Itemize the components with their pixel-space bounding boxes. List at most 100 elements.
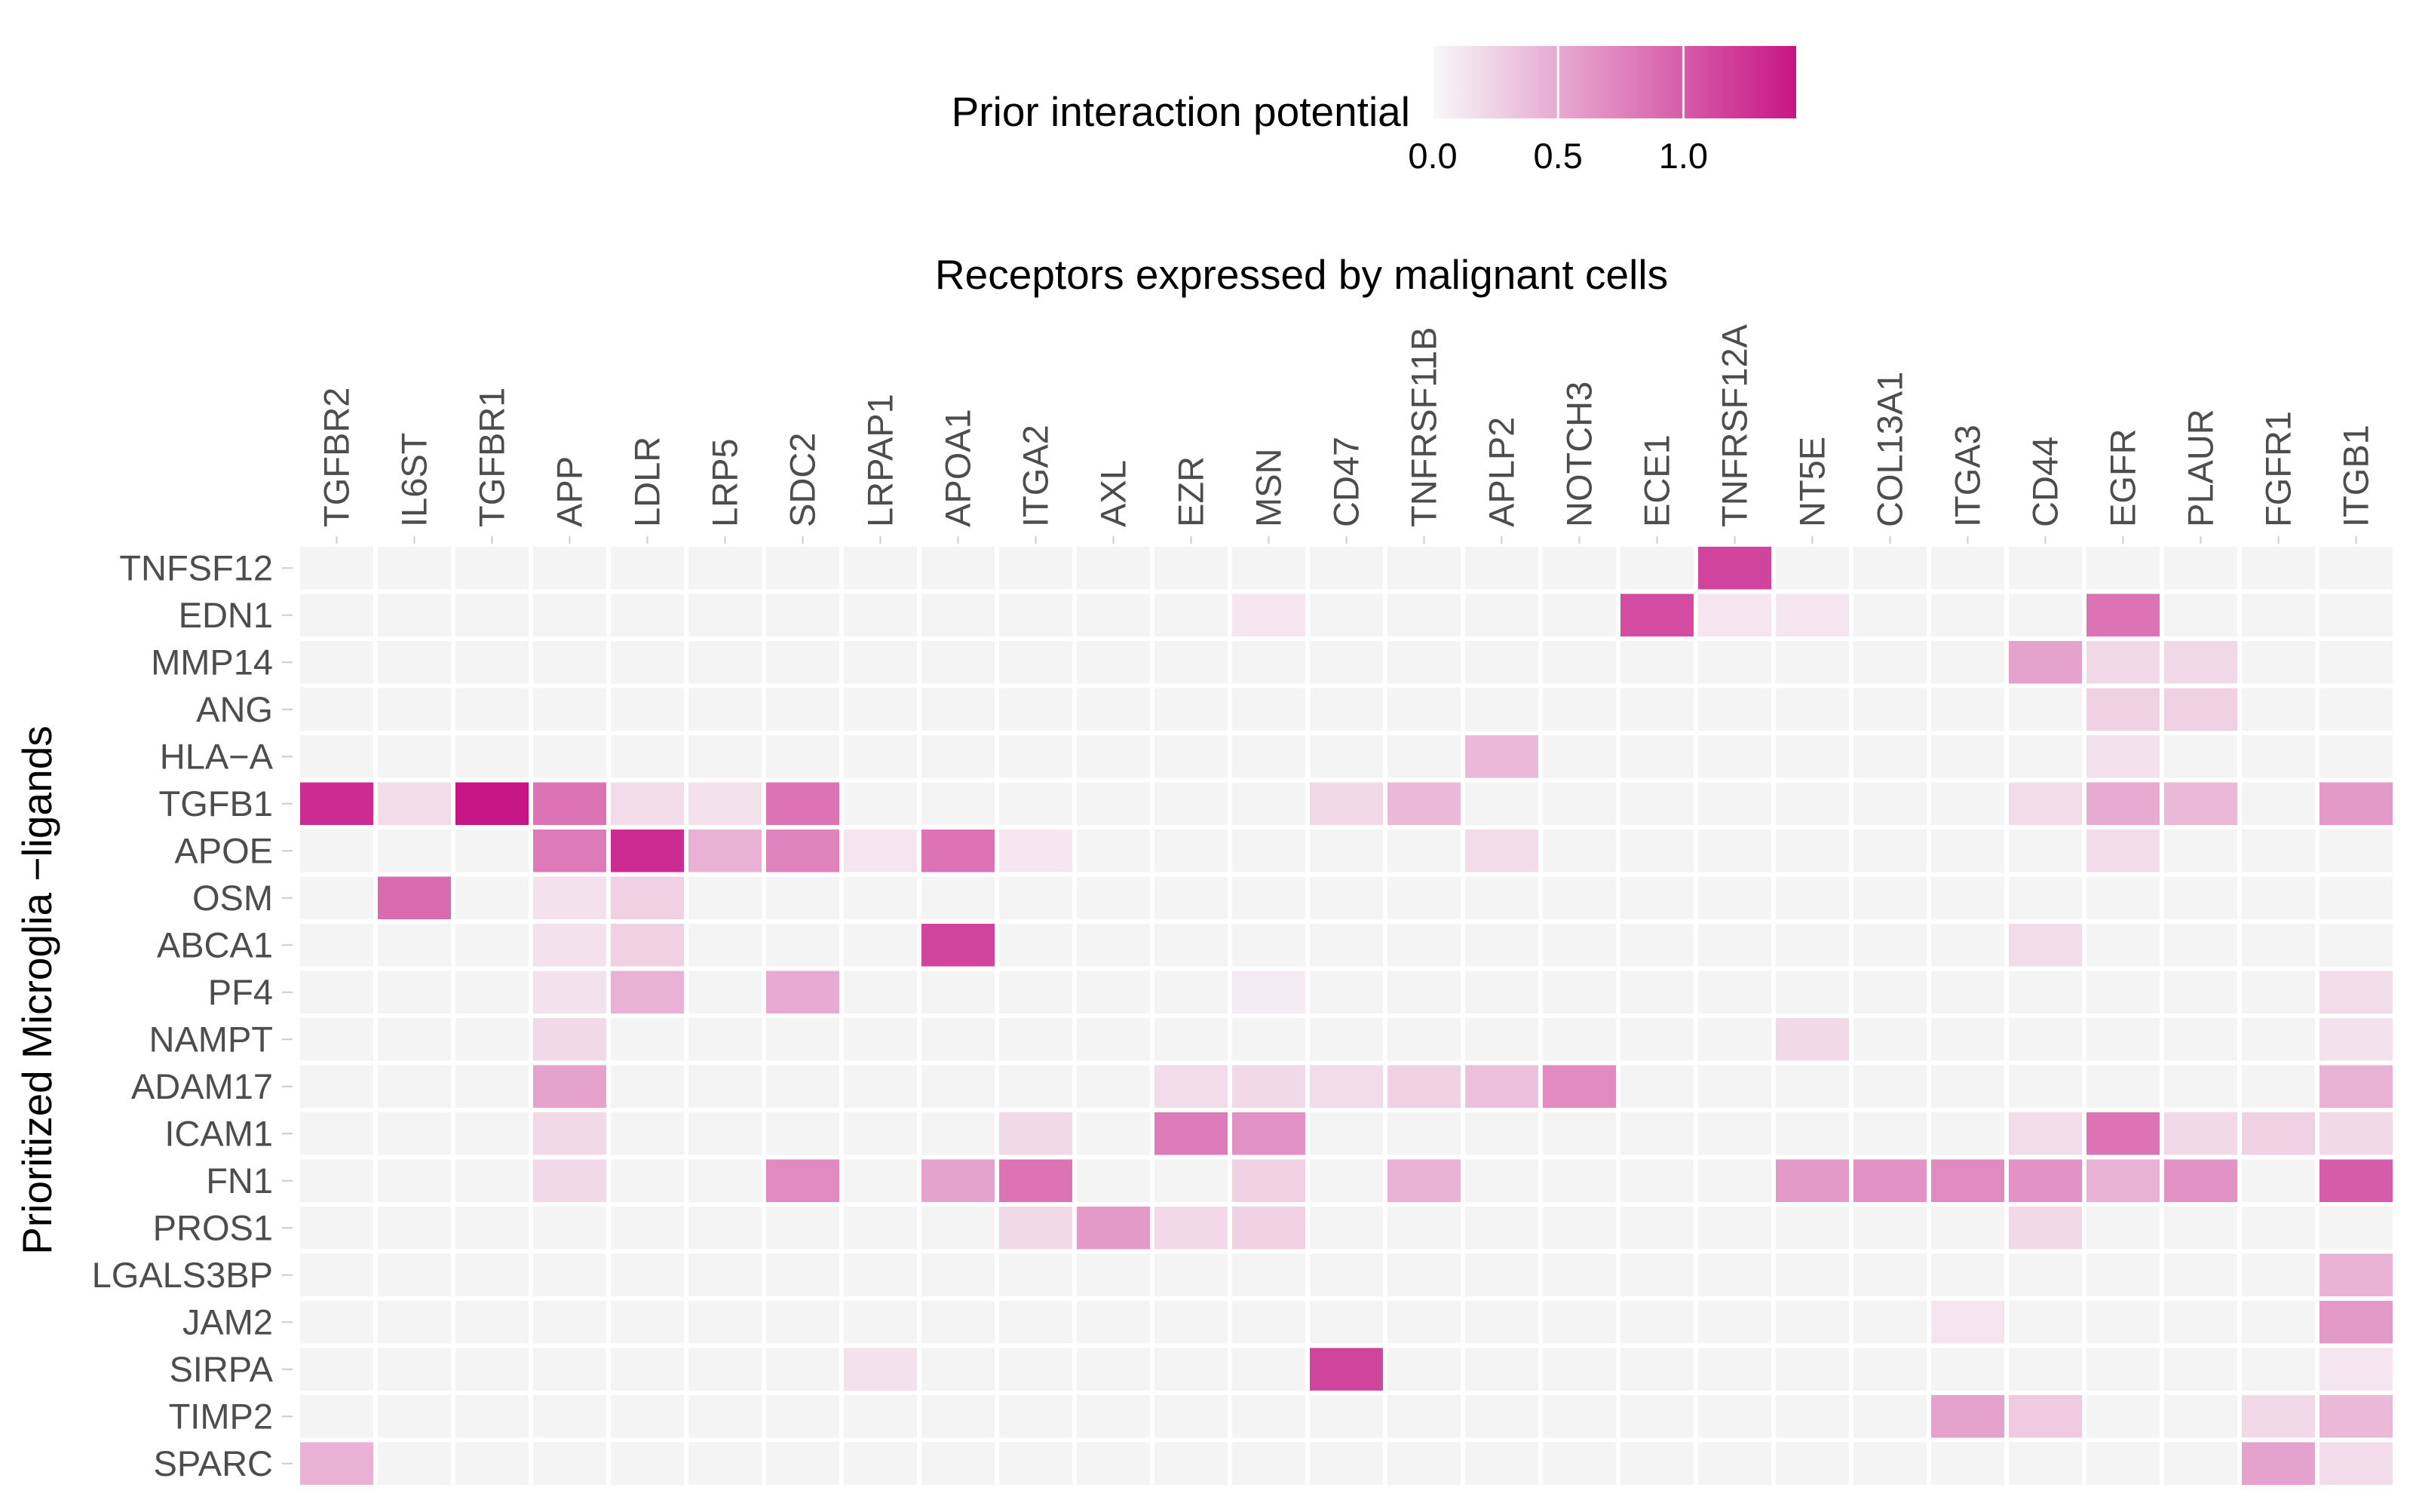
heatmap-cell-PROS1-IL6ST xyxy=(378,1207,451,1250)
heatmap-cell-NAMPT-CD47 xyxy=(1310,1018,1383,1061)
y-tick-label: MMP14 xyxy=(151,642,273,682)
heatmap-cell-ANG-MSN xyxy=(1232,688,1305,731)
heatmap-cell-ANG-LRP5 xyxy=(688,688,762,731)
heatmap-cell-SPARC-ITGA2 xyxy=(999,1442,1072,1485)
heatmap-cell-APOE-PLAUR xyxy=(2164,830,2237,873)
heatmap-cell-ADAM17-APP xyxy=(533,1065,606,1108)
heatmap-cell-TGFB1-COL13A1 xyxy=(1853,782,1927,825)
heatmap-cell-PROS1-TNFRSF11B xyxy=(1387,1207,1461,1250)
heatmap-cell-PROS1-PLAUR xyxy=(2164,1207,2237,1250)
heatmap-cell-LGALS3BP-NOTCH3 xyxy=(1543,1253,1616,1296)
heatmap-cell-APOE-MSN xyxy=(1232,830,1305,873)
heatmap-cell-EDN1-AXL xyxy=(1077,593,1150,636)
heatmap-cell-JAM2-ITGA2 xyxy=(999,1301,1072,1344)
heatmap-cell-ANG-TGFBR2 xyxy=(300,688,373,731)
y-tick-label: ABCA1 xyxy=(157,925,273,965)
heatmap-cell-LGALS3BP-APOA1 xyxy=(921,1253,995,1296)
heatmap-cell-LGALS3BP-CD47 xyxy=(1310,1253,1383,1296)
heatmap-cell-APOE-APOA1 xyxy=(921,830,995,873)
heatmap-cell-SPARC-FGFR1 xyxy=(2242,1442,2315,1485)
heatmap-cell-JAM2-TNFRSF12A xyxy=(1698,1301,1771,1344)
heatmap-cell-PROS1-TNFRSF12A xyxy=(1698,1207,1771,1250)
heatmap-cell-SIRPA-NOTCH3 xyxy=(1543,1348,1616,1391)
heatmap-cell-SPARC-COL13A1 xyxy=(1853,1442,1927,1485)
heatmap-cell-ADAM17-CD44 xyxy=(2009,1065,2082,1108)
heatmap-cell-ANG-NT5E xyxy=(1776,688,1849,731)
heatmap-cell-HLA−A-LDLR xyxy=(611,735,684,778)
y-tick-label: NAMPT xyxy=(149,1019,274,1059)
heatmap-cell-OSM-CD47 xyxy=(1310,876,1383,919)
heatmap-cell-EDN1-ITGA2 xyxy=(999,593,1072,636)
heatmap-cell-TNFSF12-EGFR xyxy=(2086,547,2160,590)
heatmap-cell-PF4-LRPAP1 xyxy=(844,971,917,1014)
heatmap-cell-ADAM17-COL13A1 xyxy=(1853,1065,1927,1108)
heatmap-cell-ABCA1-PLAUR xyxy=(2164,924,2237,967)
heatmap-cell-TNFSF12-LDLR xyxy=(611,547,684,590)
heatmap-cell-PF4-TNFRSF11B xyxy=(1387,971,1461,1014)
heatmap-cell-OSM-PLAUR xyxy=(2164,876,2237,919)
heatmap-cell-OSM-ITGB1 xyxy=(2319,876,2393,919)
heatmap-cell-APOE-ITGA3 xyxy=(1931,830,2004,873)
heatmap-cell-ICAM1-LRP5 xyxy=(688,1112,762,1155)
heatmap-cell-OSM-NT5E xyxy=(1776,876,1849,919)
heatmap-cell-PROS1-LRP5 xyxy=(688,1207,762,1250)
heatmap-cell-APOE-COL13A1 xyxy=(1853,830,1927,873)
heatmap-cell-ICAM1-SDC2 xyxy=(766,1112,839,1155)
heatmap-cell-TIMP2-CD44 xyxy=(2009,1395,2082,1438)
heatmap-cell-FN1-SDC2 xyxy=(766,1159,839,1202)
heatmap-cell-ICAM1-EZR xyxy=(1154,1112,1228,1155)
heatmap-cell-ABCA1-EGFR xyxy=(2086,924,2160,967)
heatmap-cell-TGFB1-TNFRSF12A xyxy=(1698,782,1771,825)
heatmap-cell-PROS1-NOTCH3 xyxy=(1543,1207,1616,1250)
heatmap-cell-HLA−A-CD44 xyxy=(2009,735,2082,778)
y-tick-label: TGFB1 xyxy=(159,784,273,823)
heatmap-cell-PROS1-ECE1 xyxy=(1620,1207,1694,1250)
heatmap-cell-TGFB1-EGFR xyxy=(2086,782,2160,825)
heatmap-cell-PROS1-TGFBR2 xyxy=(300,1207,373,1250)
x-tick-label: ITGA2 xyxy=(1016,425,1056,527)
heatmap-cell-EDN1-PLAUR xyxy=(2164,593,2237,636)
y-tick-label: FN1 xyxy=(206,1161,273,1201)
x-tick-label: CD44 xyxy=(2025,437,2065,527)
heatmap-cell-SIRPA-APLP2 xyxy=(1465,1348,1538,1391)
heatmap-cell-MMP14-COL13A1 xyxy=(1853,641,1927,684)
heatmap-cell-ICAM1-TGFBR2 xyxy=(300,1112,373,1155)
heatmap-cell-OSM-APOA1 xyxy=(921,876,995,919)
heatmap-cell-OSM-LRPAP1 xyxy=(844,876,917,919)
heatmap-cell-HLA−A-APP xyxy=(533,735,606,778)
heatmap-cell-SPARC-EZR xyxy=(1154,1442,1228,1485)
heatmap-cell-PF4-CD47 xyxy=(1310,971,1383,1014)
heatmap-cell-TIMP2-LDLR xyxy=(611,1395,684,1438)
heatmap-cell-ADAM17-ITGA3 xyxy=(1931,1065,2004,1108)
heatmap-cell-OSM-EZR xyxy=(1154,876,1228,919)
legend-title: Prior interaction potential xyxy=(952,88,1410,135)
heatmap-cell-JAM2-APOA1 xyxy=(921,1301,995,1344)
heatmap-cell-HLA−A-APLP2 xyxy=(1465,735,1538,778)
heatmap-cell-PF4-NT5E xyxy=(1776,971,1849,1014)
heatmap-cell-SIRPA-COL13A1 xyxy=(1853,1348,1927,1391)
heatmap-cell-JAM2-CD44 xyxy=(2009,1301,2082,1344)
heatmap-cell-LGALS3BP-EGFR xyxy=(2086,1253,2160,1296)
heatmap-cell-LGALS3BP-ITGB1 xyxy=(2319,1253,2393,1296)
heatmap-cell-TGFB1-APP xyxy=(533,782,606,825)
heatmap-cell-ANG-CD44 xyxy=(2009,688,2082,731)
heatmap-cell-TNFSF12-PLAUR xyxy=(2164,547,2237,590)
heatmap-cell-FN1-MSN xyxy=(1232,1159,1305,1202)
y-tick-label: JAM2 xyxy=(182,1302,273,1342)
heatmap-cell-PROS1-MSN xyxy=(1232,1207,1305,1250)
heatmap-cell-ABCA1-ITGA2 xyxy=(999,924,1072,967)
heatmap-cell-ABCA1-SDC2 xyxy=(766,924,839,967)
heatmap-cell-FN1-APP xyxy=(533,1159,606,1202)
heatmap-cell-NAMPT-NOTCH3 xyxy=(1543,1018,1616,1061)
heatmap-cell-PF4-PLAUR xyxy=(2164,971,2237,1014)
heatmap-cell-EDN1-TGFBR2 xyxy=(300,593,373,636)
heatmap-cell-MMP14-CD47 xyxy=(1310,641,1383,684)
heatmap-cell-OSM-FGFR1 xyxy=(2242,876,2315,919)
heatmap-cell-TGFB1-TNFRSF11B xyxy=(1387,782,1461,825)
heatmap-cell-SPARC-PLAUR xyxy=(2164,1442,2237,1485)
heatmap-cell-TNFSF12-SDC2 xyxy=(766,547,839,590)
heatmap-cell-MMP14-AXL xyxy=(1077,641,1150,684)
heatmap-cell-EDN1-MSN xyxy=(1232,593,1305,636)
heatmap-cell-SPARC-ECE1 xyxy=(1620,1442,1694,1485)
heatmap-cell-FN1-APOA1 xyxy=(921,1159,995,1202)
